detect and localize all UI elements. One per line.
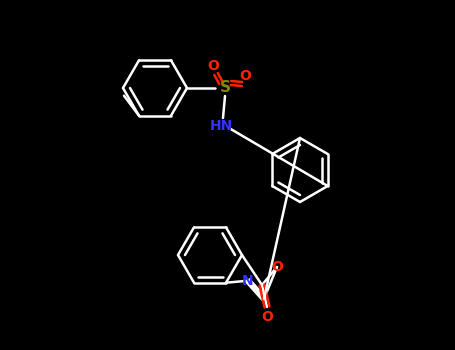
Text: O: O xyxy=(207,59,219,73)
Text: O: O xyxy=(239,69,251,83)
Text: O: O xyxy=(271,260,283,274)
Text: S: S xyxy=(219,80,231,96)
Text: O: O xyxy=(261,310,273,324)
Text: N: N xyxy=(242,274,254,288)
Text: HN: HN xyxy=(209,119,233,133)
